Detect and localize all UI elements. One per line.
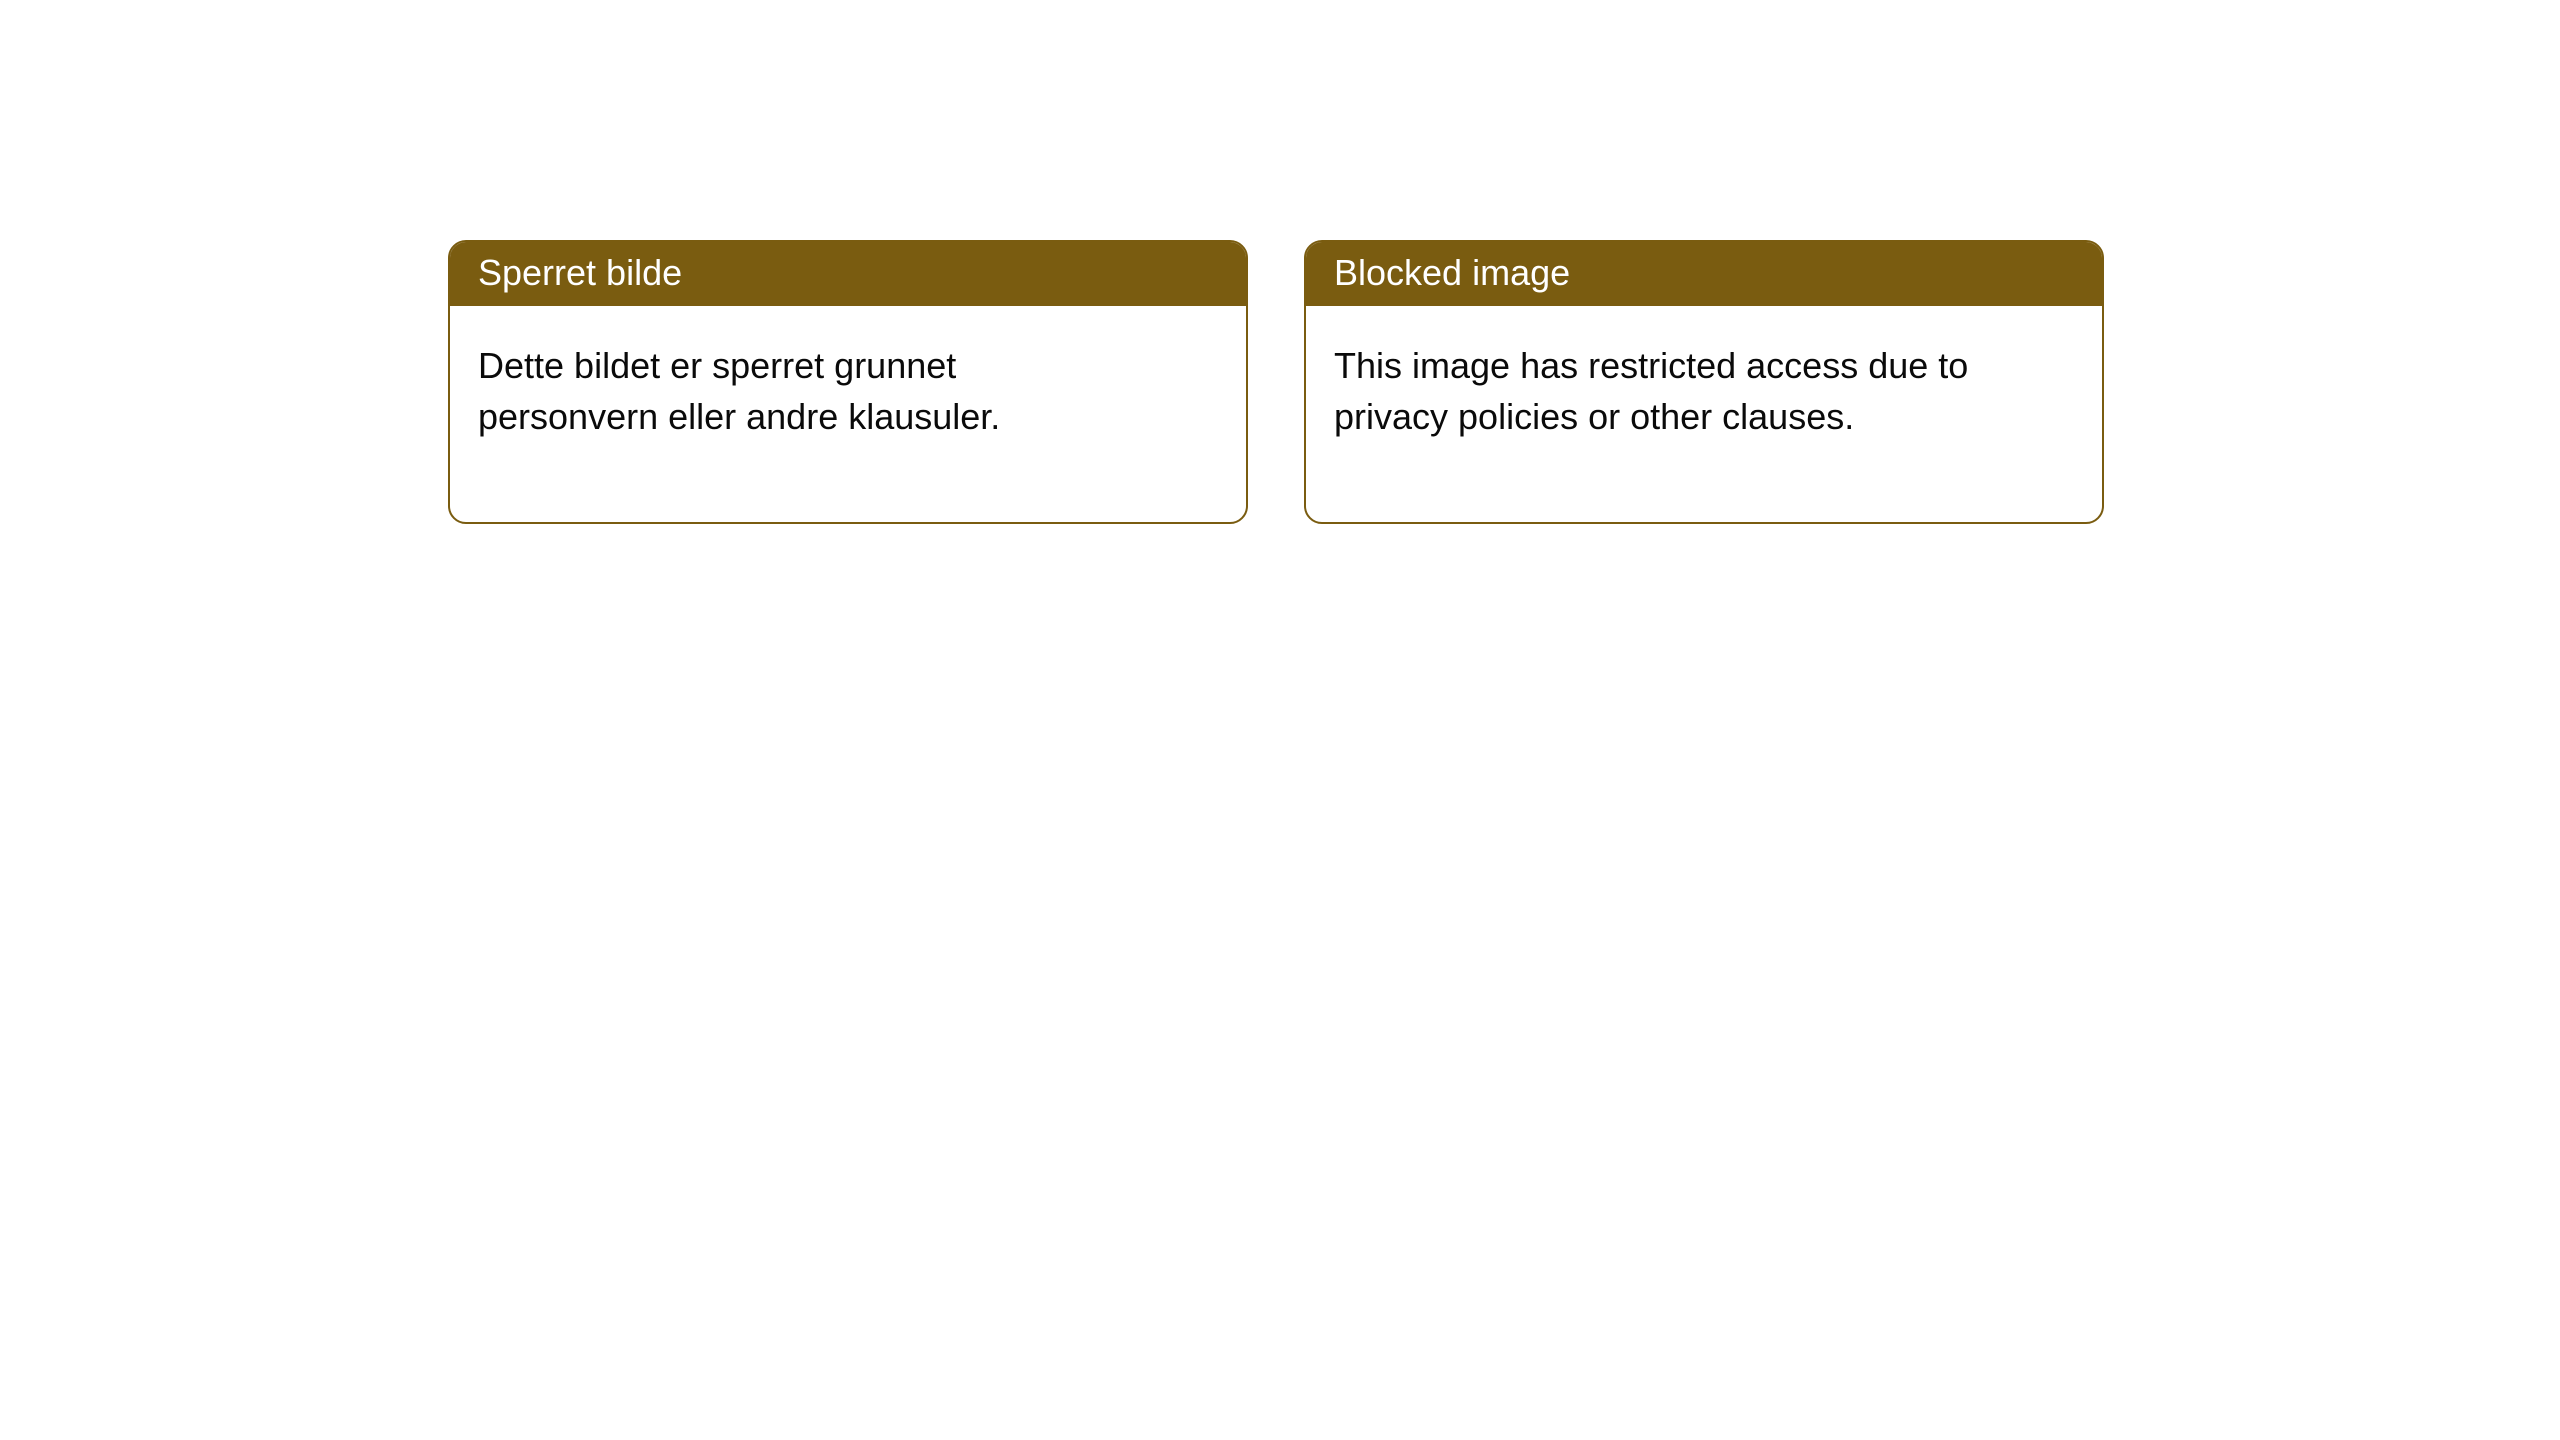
- notice-body: This image has restricted access due to …: [1306, 306, 2006, 522]
- notice-card-norwegian: Sperret bilde Dette bildet er sperret gr…: [448, 240, 1248, 524]
- notice-body: Dette bildet er sperret grunnet personve…: [450, 306, 1150, 522]
- notice-header: Blocked image: [1306, 242, 2102, 306]
- notice-card-english: Blocked image This image has restricted …: [1304, 240, 2104, 524]
- notice-header: Sperret bilde: [450, 242, 1246, 306]
- notice-container: Sperret bilde Dette bildet er sperret gr…: [0, 0, 2560, 524]
